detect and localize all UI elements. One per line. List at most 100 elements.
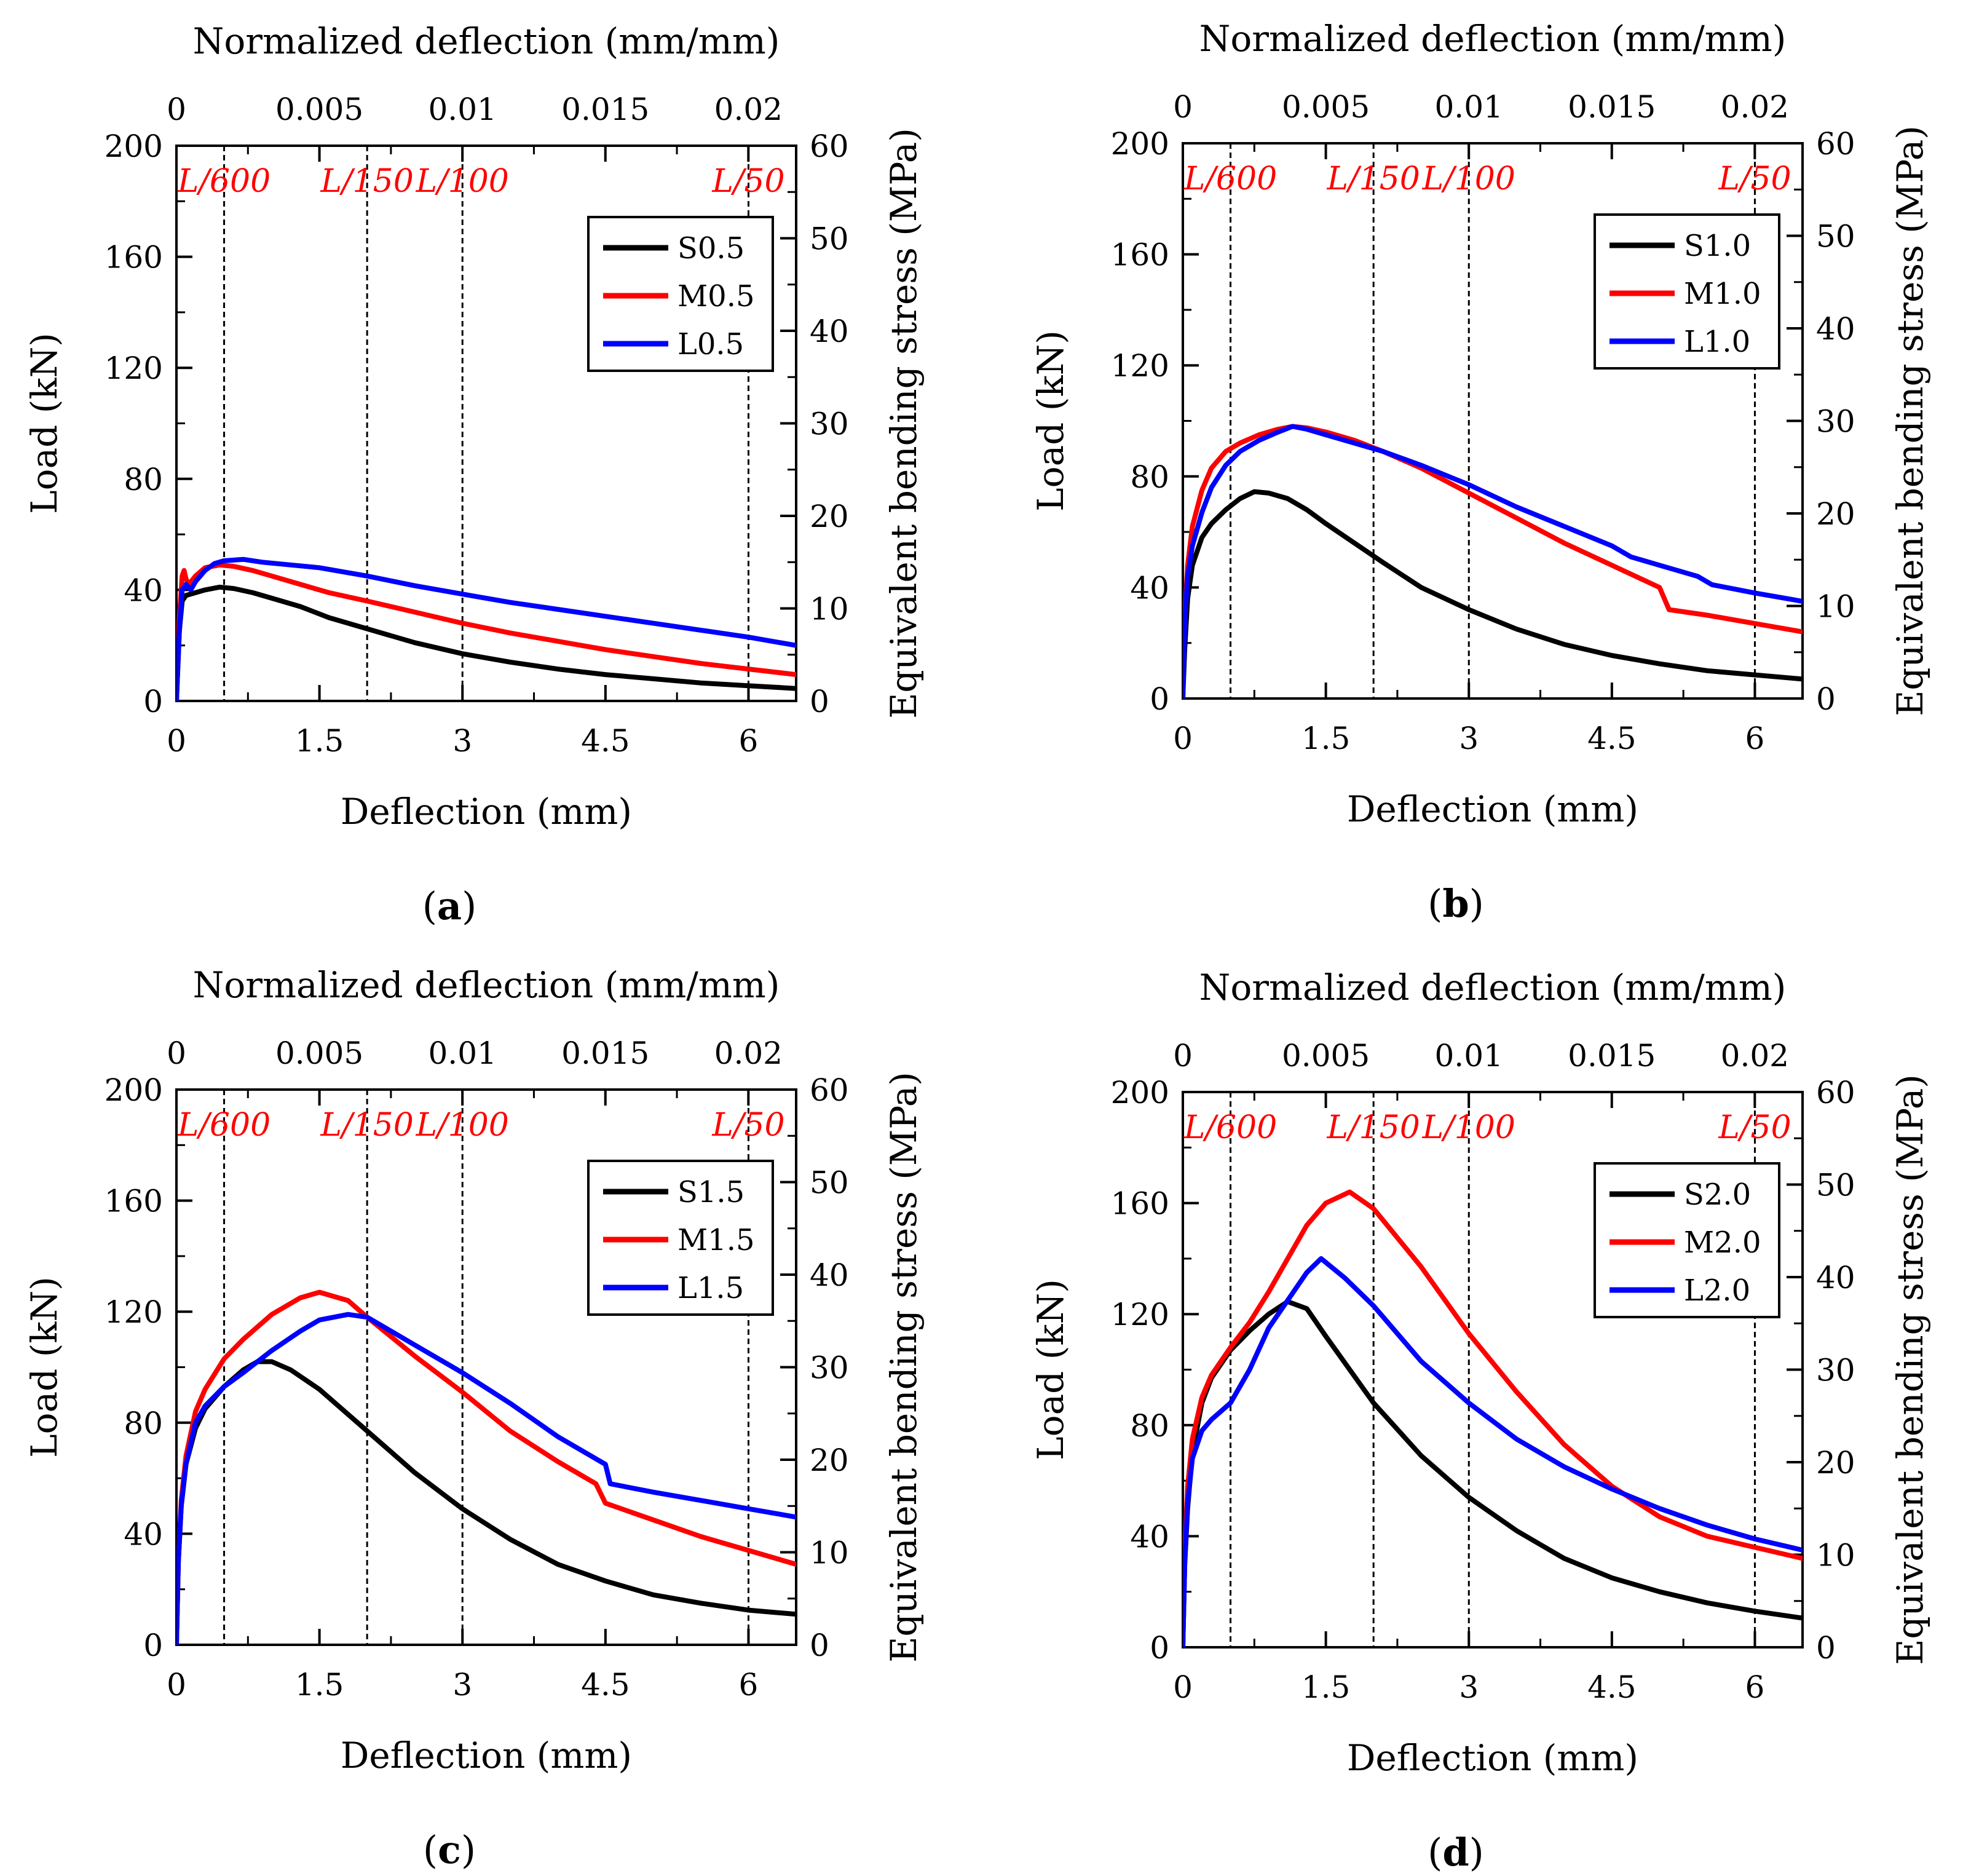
ref-label: L/100 bbox=[416, 1107, 509, 1144]
y-tick-label: 200 bbox=[1111, 126, 1169, 162]
x2-axis-label: Normalized deflection (mm/mm) bbox=[1199, 967, 1787, 1008]
y-tick-label: 40 bbox=[1130, 570, 1169, 606]
x-tick-label: 3 bbox=[452, 723, 472, 759]
ref-label: L/600 bbox=[177, 1107, 271, 1144]
ref-label: L/600 bbox=[1183, 160, 1277, 197]
x2-tick-label: 0.02 bbox=[1721, 1038, 1789, 1074]
x-tick-label: 0 bbox=[1173, 1669, 1193, 1705]
y-tick-label: 120 bbox=[105, 350, 163, 386]
legend-label: L2.0 bbox=[1684, 1273, 1750, 1308]
x-tick-label: 6 bbox=[739, 1667, 759, 1703]
panel-label-close: ) bbox=[1469, 881, 1484, 926]
y2-tick-label: 10 bbox=[810, 1535, 849, 1571]
panel-4: L/600 L/150 L/100 L/500 1.5 3 4.5 6040801201602… bbox=[1030, 967, 1931, 1875]
panel-label-open: ( bbox=[423, 1827, 438, 1872]
ref-label: L/600 bbox=[1183, 1109, 1277, 1146]
series-line-M0.5 bbox=[176, 562, 796, 701]
panel-label-close: ) bbox=[1469, 1830, 1484, 1875]
x2-axis-label: Normalized deflection (mm/mm) bbox=[193, 964, 780, 1006]
x-tick-label: 3 bbox=[1459, 1669, 1479, 1705]
series-line-M1.5 bbox=[176, 1289, 796, 1645]
legend: S2.0 M2.0 L2.0 bbox=[1594, 1162, 1780, 1318]
x-tick-label: 4.5 bbox=[1587, 1669, 1637, 1705]
legend: S0.5 M0.5 L0.5 bbox=[587, 216, 774, 372]
y2-tick-label: 0 bbox=[810, 1628, 829, 1663]
y2-tick-label: 20 bbox=[810, 499, 849, 534]
legend-label: S1.0 bbox=[1684, 229, 1751, 263]
x-tick-label: 1.5 bbox=[1301, 1669, 1351, 1705]
x-tick-label: 0 bbox=[167, 1667, 186, 1703]
y-tick-label: 200 bbox=[105, 1072, 163, 1108]
panel-label-open: ( bbox=[1428, 1830, 1442, 1875]
x2-tick-label: 0.01 bbox=[428, 92, 496, 127]
panel-label-open: ( bbox=[1428, 881, 1442, 926]
panel-label-open: ( bbox=[422, 884, 437, 928]
y-tick-label: 0 bbox=[143, 1628, 163, 1663]
panel-label-letter: d bbox=[1442, 1830, 1469, 1875]
legend-label: S0.5 bbox=[677, 231, 745, 266]
y-tick-label: 120 bbox=[1111, 348, 1169, 384]
x-tick-label: 6 bbox=[739, 723, 759, 759]
x2-tick-label: 0.015 bbox=[1568, 89, 1656, 125]
y2-tick-label: 60 bbox=[1816, 1075, 1855, 1110]
y2-tick-label: 30 bbox=[810, 406, 849, 442]
series-line-S2.0 bbox=[1183, 1299, 1803, 1647]
ref-label: L/100 bbox=[1422, 160, 1515, 197]
x-axis-label: Deflection (mm) bbox=[1347, 788, 1638, 830]
x-tick-label: 1.5 bbox=[295, 723, 344, 759]
x2-tick-label: 0.005 bbox=[1282, 1038, 1370, 1074]
x2-tick-label: 0.01 bbox=[428, 1035, 496, 1071]
y-tick-label: 120 bbox=[1111, 1297, 1169, 1332]
x2-tick-label: 0.005 bbox=[275, 1035, 363, 1071]
y2-tick-label: 60 bbox=[1816, 126, 1855, 162]
x-tick-label: 6 bbox=[1745, 1669, 1765, 1705]
panel-label: (d) bbox=[1428, 1830, 1484, 1875]
y2-tick-label: 30 bbox=[1816, 404, 1855, 440]
x2-tick-label: 0 bbox=[167, 92, 186, 127]
series-line-L0.5 bbox=[176, 556, 796, 701]
x-axis-label: Deflection (mm) bbox=[1347, 1737, 1638, 1779]
y-tick-label: 0 bbox=[1150, 1630, 1169, 1666]
series-line-L1.5 bbox=[176, 1312, 796, 1645]
y-axis-label: Load (kN) bbox=[1030, 1279, 1072, 1460]
x-tick-label: 4.5 bbox=[581, 1667, 630, 1703]
x-tick-label: 3 bbox=[1459, 721, 1479, 756]
y2-tick-label: 50 bbox=[810, 221, 849, 257]
y-tick-label: 80 bbox=[124, 462, 163, 497]
y2-axis-label: Equivalent bending stress (MPa) bbox=[1889, 125, 1931, 716]
y-tick-label: 160 bbox=[105, 1184, 163, 1219]
x-tick-label: 0 bbox=[167, 723, 186, 759]
panel-3: L/600 L/150 L/100 L/500 1.5 3 4.5 6040801201602… bbox=[23, 964, 925, 1872]
legend: S1.5 M1.5 L1.5 bbox=[587, 1160, 774, 1316]
panel-2: L/600 L/150 L/100 L/500 1.5 3 4.5 6040801201602… bbox=[1030, 18, 1931, 926]
legend-label: L0.5 bbox=[677, 327, 744, 362]
series-group bbox=[1183, 1189, 1803, 1647]
y-tick-label: 200 bbox=[105, 129, 163, 164]
x-axis-label: Deflection (mm) bbox=[341, 1735, 632, 1776]
ref-label: L/50 bbox=[711, 163, 784, 200]
y2-tick-label: 60 bbox=[810, 129, 849, 164]
series-line-S1.0 bbox=[1183, 489, 1803, 699]
series-group bbox=[176, 1289, 796, 1645]
y-axis-label: Load (kN) bbox=[23, 1276, 65, 1458]
series-line-L1.0 bbox=[1183, 424, 1803, 699]
y-tick-label: 200 bbox=[1111, 1075, 1169, 1110]
y2-tick-label: 30 bbox=[810, 1350, 849, 1386]
y2-axis-label: Equivalent bending stress (MPa) bbox=[883, 1072, 925, 1663]
y2-tick-label: 30 bbox=[1816, 1353, 1855, 1388]
y-tick-label: 80 bbox=[1130, 459, 1169, 495]
x-tick-label: 1.5 bbox=[295, 1667, 344, 1703]
ref-label: L/600 bbox=[177, 163, 271, 200]
y-tick-label: 40 bbox=[124, 572, 163, 608]
y-tick-label: 40 bbox=[1130, 1519, 1169, 1554]
panel-label: (b) bbox=[1428, 881, 1484, 926]
x-tick-label: 1.5 bbox=[1301, 721, 1351, 756]
x2-tick-label: 0.02 bbox=[714, 92, 783, 127]
panel-label-letter: a bbox=[437, 884, 462, 928]
x2-tick-label: 0 bbox=[1173, 1038, 1193, 1074]
series-line-S0.5 bbox=[176, 584, 796, 701]
panel-label-letter: b bbox=[1442, 881, 1469, 926]
series-line-L2.0 bbox=[1183, 1256, 1803, 1647]
legend-label: M2.0 bbox=[1684, 1225, 1761, 1260]
